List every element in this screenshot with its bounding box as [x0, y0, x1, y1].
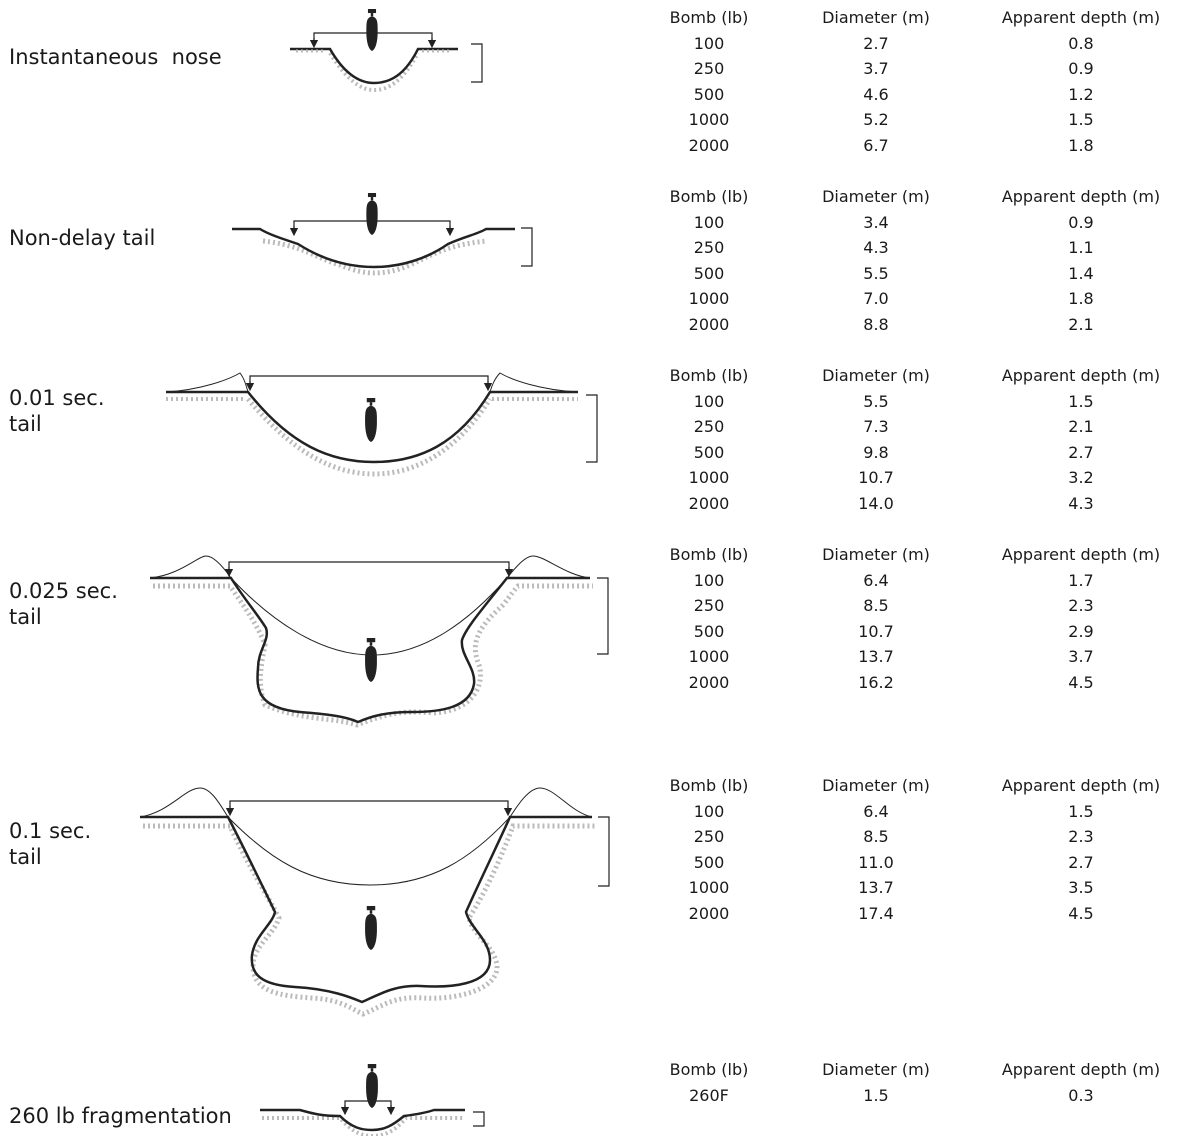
bomb-icon: [365, 906, 377, 950]
table-row: 500 5.5 1.4: [693, 263, 1094, 283]
bomb-icon: [365, 638, 377, 682]
table-0-025-sec-tail: Bomb (lb) Diameter (m) Apparent depth (m…: [640, 545, 1177, 699]
table-row: 250 8.5 2.3: [693, 827, 1094, 847]
table-row: 250 7.3 2.1: [693, 417, 1094, 437]
table-header: Bomb (lb) Diameter (m) Apparent depth (m…: [640, 776, 1177, 802]
header-bomb: Bomb (lb): [669, 545, 749, 564]
label-non-delay-tail: Non-delay tail: [9, 226, 156, 250]
table-row: 2000 8.8 2.1: [688, 314, 1094, 334]
table-header: Bomb (lb) Diameter (m) Apparent depth (m…: [640, 366, 1177, 392]
table-row: 1000 13.7 3.5: [688, 878, 1094, 898]
table-row: 500 10.7 2.9: [693, 621, 1094, 641]
header-diameter: Diameter (m): [822, 776, 930, 795]
header-diameter: Diameter (m): [822, 8, 930, 27]
table-row: 100 3.4 0.9: [693, 212, 1094, 232]
label-0-025-sec-tail: 0.025 sec. tail: [9, 579, 118, 629]
header-apparent-depth: Apparent depth (m): [1001, 1060, 1161, 1079]
table-row: 2000 17.4 4.5: [688, 903, 1094, 923]
table-row: 1000 5.2 1.5: [688, 110, 1094, 130]
table-row: 2000 16.2 4.5: [688, 672, 1094, 692]
crater-diagrams: [139, 9, 610, 1136]
table-0-1-sec-tail: Bomb (lb) Diameter (m) Apparent depth (m…: [640, 776, 1177, 930]
table-0-01-sec-tail: Bomb (lb) Diameter (m) Apparent depth (m…: [640, 366, 1177, 520]
label-instantaneous-nose: Instantaneous nose: [9, 45, 222, 69]
table-row: 100 6.4 1.5: [693, 801, 1094, 821]
header-diameter: Diameter (m): [822, 545, 930, 564]
header-bomb: Bomb (lb): [669, 366, 749, 385]
table-row: 100 6.4 1.7: [693, 570, 1094, 590]
table-row: 100 5.5 1.5: [693, 391, 1094, 411]
table-row: 250 3.7 0.9: [693, 59, 1094, 79]
table-non-delay-tail: Bomb (lb) Diameter (m) Apparent depth (m…: [640, 187, 1177, 341]
table-row: 1000 13.7 3.7: [688, 647, 1094, 667]
header-diameter: Diameter (m): [822, 187, 930, 206]
header-apparent-depth: Apparent depth (m): [1001, 187, 1161, 206]
table-row: 250 4.3 1.1: [693, 238, 1094, 258]
label-0-01-sec-tail: 0.01 sec. tail: [9, 386, 105, 436]
crater-0-1-sec-tail: [139, 787, 610, 1017]
header-apparent-depth: Apparent depth (m): [1001, 776, 1161, 795]
table-row: 1000 7.0 1.8: [688, 289, 1094, 309]
table-header: Bomb (lb) Diameter (m) Apparent depth (m…: [640, 545, 1177, 571]
table-header: Bomb (lb) Diameter (m) Apparent depth (m…: [640, 1060, 1177, 1086]
table-row: 500 4.6 1.2: [693, 84, 1094, 104]
label-0-1-sec-tail: 0.1 sec. tail: [9, 819, 92, 869]
header-apparent-depth: Apparent depth (m): [1001, 8, 1161, 27]
table-row: 500 9.8 2.7: [693, 442, 1094, 462]
header-bomb: Bomb (lb): [669, 776, 749, 795]
crater-instantaneous-nose: [290, 9, 483, 93]
crater-0-01-sec-tail: [165, 372, 598, 477]
table-header: Bomb (lb) Diameter (m) Apparent depth (m…: [640, 187, 1177, 213]
header-bomb: Bomb (lb): [669, 187, 749, 206]
header-diameter: Diameter (m): [822, 366, 930, 385]
header-bomb: Bomb (lb): [669, 8, 749, 27]
table-row: 100 2.7 0.8: [693, 33, 1094, 53]
crater-260lb-fragmentation: [260, 1064, 485, 1136]
crater-0-025-sec-tail: [149, 555, 609, 728]
header-apparent-depth: Apparent depth (m): [1001, 366, 1161, 385]
crater-non-delay-tail: [232, 193, 533, 276]
label-260lb-fragmentation: 260 lb fragmentation: [9, 1104, 232, 1128]
table-row: 1000 10.7 3.2: [688, 468, 1094, 488]
table-row: 500 11.0 2.7: [693, 852, 1094, 872]
bomb-icon: [366, 193, 378, 235]
header-bomb: Bomb (lb): [669, 1060, 749, 1079]
table-row: 2000 14.0 4.3: [688, 493, 1094, 513]
bomb-icon: [365, 398, 377, 442]
header-apparent-depth: Apparent depth (m): [1001, 545, 1161, 564]
table-260lb-fragmentation: Bomb (lb) Diameter (m) Apparent depth (m…: [640, 1060, 1177, 1111]
table-instantaneous-nose: Bomb (lb) Diameter (m) Apparent depth (m…: [640, 8, 1177, 162]
header-diameter: Diameter (m): [822, 1060, 930, 1079]
bomb-icon: [366, 9, 378, 51]
table-row: 260F 1.5 0.3: [689, 1085, 1094, 1105]
table-row: 2000 6.7 1.8: [688, 135, 1094, 155]
table-row: 250 8.5 2.3: [693, 596, 1094, 616]
table-header: Bomb (lb) Diameter (m) Apparent depth (m…: [640, 8, 1177, 34]
